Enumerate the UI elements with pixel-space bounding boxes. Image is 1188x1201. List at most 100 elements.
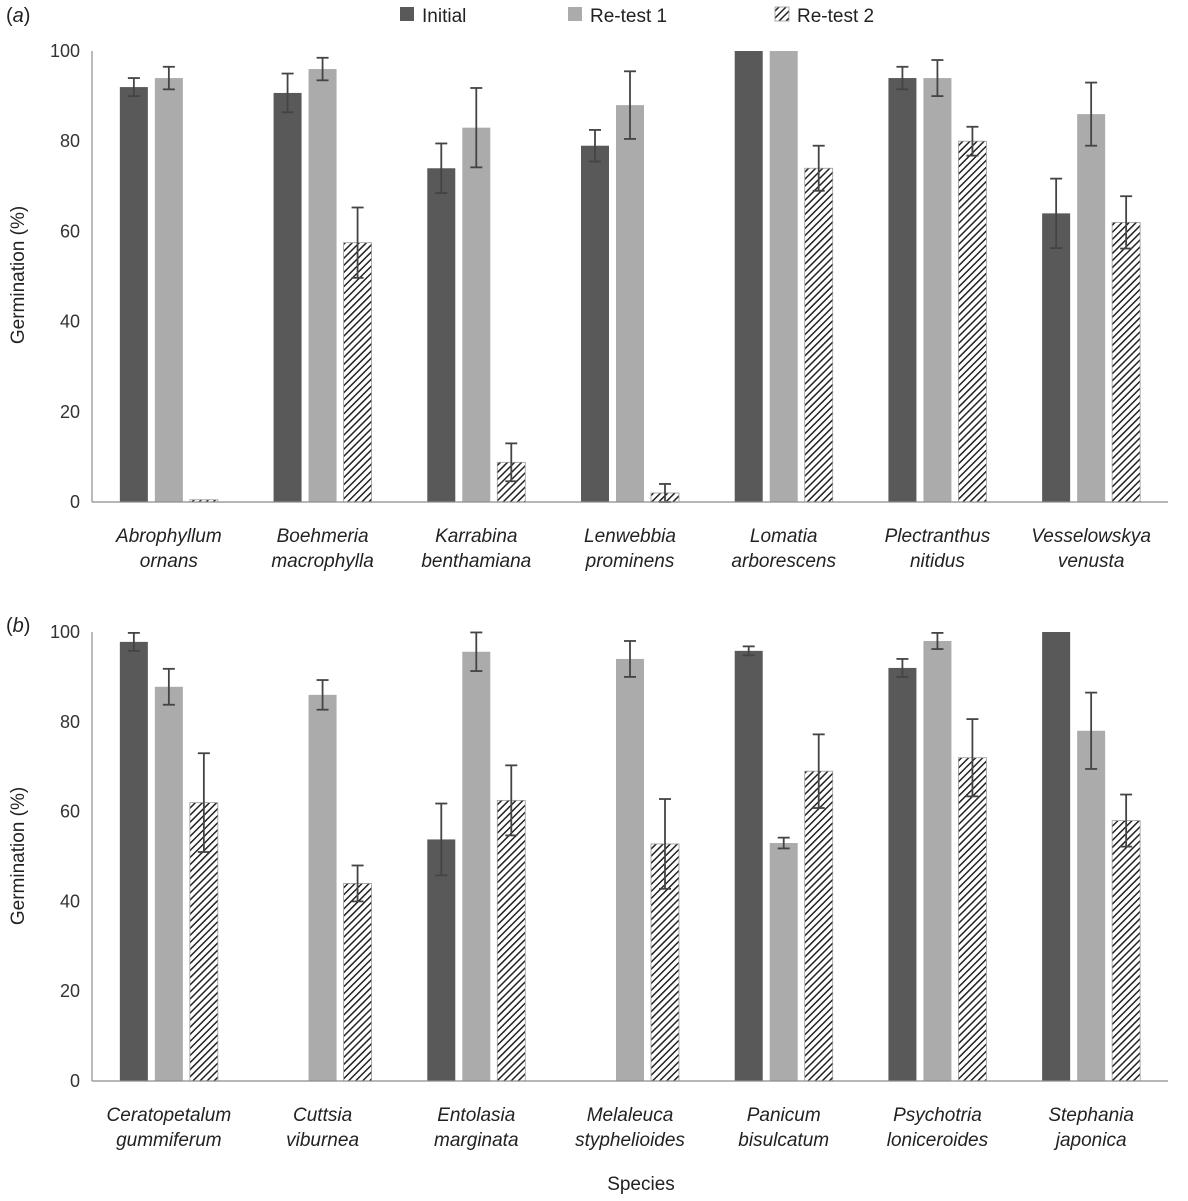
panel-a-category-label-genus: Plectranthus [885,526,991,547]
panel-a-category-label-genus: Vesselowskya [1031,526,1151,547]
panel-b-bar-retest2 [496,799,526,1082]
panel-b-category-label-species: styphelioides [575,1130,685,1151]
panel-a-category-label-genus: Karrabina [435,526,517,547]
panel-b-y-tick-label: 60 [60,802,80,822]
panel-b-category-label-species: gummiferum [116,1130,222,1151]
panel-a-category-label-species: benthamiana [421,551,531,572]
panel-b-category-label-genus: Stephania [1048,1105,1134,1126]
panel-a-category-label-genus: Boehmeria [277,526,369,547]
legend-swatch-retest1 [568,7,582,21]
panel-b-error-bar [351,864,364,903]
panel-a-error-bar [896,65,909,91]
panel-a-y-tick-label: 60 [60,221,80,241]
panel-b-category-label-species: viburnea [286,1130,359,1151]
panel-a-y-tick-label: 80 [60,131,80,151]
panel-b-category-label-species: japonica [1053,1130,1127,1151]
panel-a-error-bar [624,70,636,140]
panel-b-error-bar [162,667,175,706]
panel-b-error-bar [316,679,329,711]
x-axis-title: Species [607,1174,675,1195]
panel-b-category-label-genus: Cuttsia [293,1105,352,1126]
panel-a-bar-initial [888,78,917,502]
panel-b-y-tick-label: 100 [50,622,80,642]
panel-a-error-bar [589,129,601,163]
panel-a-y-tick-label: 0 [70,492,80,512]
panel-b-category-label-genus: Entolasia [437,1105,515,1126]
panel-a-error-bar [351,206,364,279]
panel-a-category-label-genus: Abrophyllum [115,526,222,547]
panel-a-category-label-species: ornans [140,551,199,572]
panel-b-label: (b) [6,615,30,637]
panel-a-y-tick-label: 100 [50,41,80,61]
panel-b-bar-initial [734,650,763,1081]
panel-a-y-axis-title: Germination (%) [8,206,29,344]
panel-b-bar-retest2 [1111,820,1141,1082]
panel-a-bar-retest2 [1111,221,1141,503]
panel-a-bar-retest2 [804,167,834,503]
panel-a-bar-retest1 [1077,114,1106,502]
panel-a-bar-initial [734,51,763,502]
panel-b-bar-retest1 [308,694,337,1081]
panel-a-category-label-species: prominens [585,551,675,572]
panel-a-error-bar [470,87,483,169]
panel-b-error-bar [812,733,825,809]
panel-a-error-bar [1085,81,1098,147]
panel-a-error-bar [505,442,518,483]
panel-b-bar-initial [427,839,456,1081]
panel-b-error-bar [966,718,979,798]
panel-b-error-bar [505,764,518,837]
panel-b-bar-retest2 [958,757,987,1082]
panel-b-bar-initial [1042,632,1071,1081]
panel-b-error-bar [896,658,909,678]
panel-a-bar-initial [273,92,302,503]
panel-a-error-bar [812,144,825,192]
panel-a-error-bar [281,72,294,114]
panel-b-category-label-species: bisulcatum [738,1130,829,1151]
legend-swatch-initial [400,7,414,21]
panel-b-error-bar [742,645,755,657]
panel-a-y-tick-label: 20 [60,402,80,422]
panel-a-category-label-species: venusta [1058,551,1125,572]
panel-a-y-tick-label: 40 [60,312,80,332]
panel-b-bar-retest2 [343,883,372,1082]
legend-label-retest2: Re-test 2 [797,6,874,27]
panel-b-bar-retest1 [616,658,644,1081]
panel-a-bar-retest1 [923,78,952,502]
panel-b-category-label-genus: Melaleuca [587,1105,674,1126]
panel-a-bar-retest1 [462,127,491,503]
panel-a-error-bar [162,65,175,91]
panel-b-error-bar [435,802,448,877]
panel-b-y-tick-label: 20 [60,981,80,1001]
panel-b-bar-retest2 [804,770,834,1082]
panel-b-category-label-species: loniceroides [887,1130,989,1151]
panel-a-error-bar [1050,177,1063,249]
panel-a-bar-initial [581,145,609,502]
panel-a-category-label-genus: Lenwebbia [584,526,676,547]
panel-a-category-label-species: arborescens [731,551,836,572]
panel-a-bar-retest1 [769,51,798,502]
panel-a-bar-retest1 [154,78,183,502]
legend-label-initial: Initial [422,6,466,27]
panel-b-category-label-genus: Panicum [747,1105,821,1126]
panel-a-bar-retest2 [958,140,987,503]
panel-a-category-label-genus: Lomatia [750,526,818,547]
panel-a-error-bar [1120,195,1133,250]
panel-a-chart: (a) Germination (%) 0 20 40 60 80 100 Abrophyl… [6,5,1168,572]
panel-a-bar-initial [1042,213,1071,503]
panel-b-y-tick-label: 40 [60,891,80,911]
panel-b-error-bar [470,631,483,672]
panel-b-chart: (b) Germination (%) 0 20 40 60 80 100 Ceratope… [6,615,1168,1151]
panel-a-label: (a) [6,5,30,27]
legend-label-retest1: Re-test 1 [590,6,667,27]
panel-a-category-label-species: macrophylla [271,551,373,572]
panel-b-category-label-genus: Psychotria [893,1105,982,1126]
panel-b-error-bar [624,640,636,678]
panel-a-bar-initial [119,87,148,502]
panel-a-bar-retest2 [343,242,372,503]
panel-b-bar-initial [119,641,148,1081]
panel-b-bar-retest1 [154,686,183,1081]
panel-a-error-bar [127,77,140,97]
panel-b-category-label-species: marginata [434,1130,519,1151]
legend: Initial Re-test 1 Re-test 2 [400,6,874,27]
